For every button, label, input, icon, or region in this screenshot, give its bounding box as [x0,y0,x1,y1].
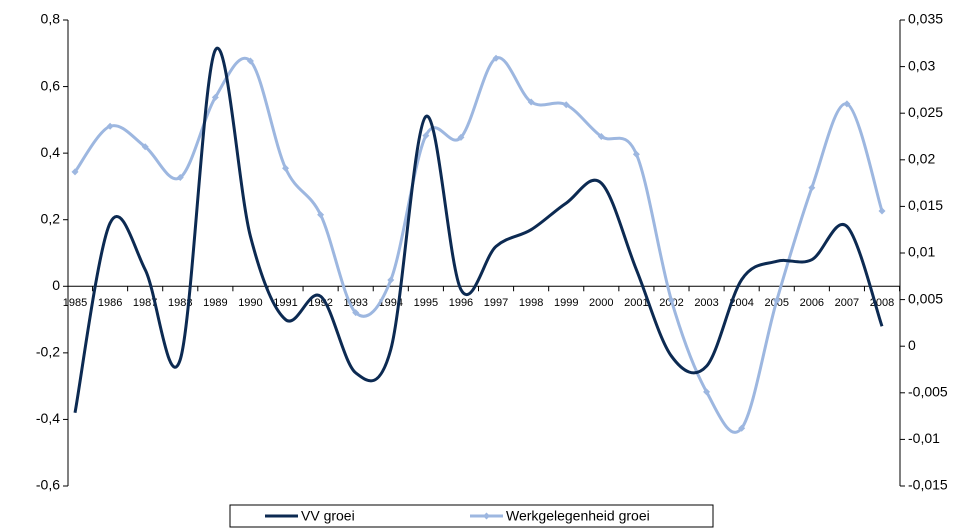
y2-tick-label: -0,005 [908,384,948,400]
y2-tick-label: 0 [908,337,916,353]
point-marker [492,54,500,62]
x-tick-label: 1991 [273,297,297,309]
legend-label: VV groei [301,508,355,524]
y2-tick-label: 0,01 [908,244,935,260]
point-marker [141,143,149,151]
x-tick-label: 1995 [414,297,438,309]
x-tick-label: 1988 [168,297,192,309]
x-tick-label: 2001 [624,297,648,309]
y-tick-label: 0,6 [41,77,61,93]
x-tick-label: 1997 [484,297,508,309]
y2-tick-label: 0,02 [908,151,935,167]
x-tick-label: 1996 [449,297,473,309]
y-tick-label: -0,4 [36,410,60,426]
y2-tick-label: -0,015 [908,477,948,493]
point-marker [562,101,570,109]
point-marker [667,297,675,305]
y-tick-label: 0,2 [41,210,61,226]
x-tick-label: 1999 [554,297,578,309]
y2-tick-label: 0,03 [908,57,935,73]
x-tick-label: 2004 [729,297,753,309]
point-marker [527,98,535,106]
y2-tick-label: -0,01 [908,430,940,446]
y2-tick-label: 0,005 [908,290,943,306]
x-tick-label: 1989 [203,297,227,309]
y2-tick-label: 0,035 [908,11,943,27]
point-marker [106,122,114,130]
point-marker [282,164,290,172]
y-tick-label: 0 [52,277,60,293]
y2-tick-label: 0,025 [908,104,943,120]
point-marker [738,424,746,432]
legend-marker [483,512,490,520]
point-marker [246,57,254,65]
point-marker [703,388,711,396]
x-tick-label: 2006 [800,297,824,309]
x-tick-label: 1998 [519,297,543,309]
point-marker [387,276,395,284]
x-tick-label: 2000 [589,297,613,309]
point-marker [317,211,325,219]
y-tick-label: -0,2 [36,344,60,360]
point-marker [597,133,605,140]
x-tick-label: 1986 [98,297,122,309]
x-tick-label: 1987 [133,297,157,309]
point-marker [352,309,360,317]
point-marker [422,132,430,140]
point-marker [843,100,851,108]
y-tick-label: -0,6 [36,477,60,493]
y2-tick-label: 0,015 [908,197,943,213]
y-tick-label: 0,8 [41,11,61,27]
x-tick-label: 1985 [63,297,87,309]
series-line [73,46,884,414]
series-line [73,56,884,434]
point-marker [632,150,640,158]
point-marker [71,168,79,176]
legend-label: Werkgelegenheid groei [506,508,650,524]
y-tick-label: 0,4 [41,144,61,160]
point-marker [808,184,816,192]
x-tick-label: 1990 [238,297,262,309]
point-marker [211,93,219,101]
point-marker [773,297,781,305]
point-marker [176,174,184,182]
point-marker [457,133,465,141]
x-tick-label: 2003 [694,297,718,309]
point-marker [878,207,886,215]
x-tick-label: 2007 [835,297,859,309]
